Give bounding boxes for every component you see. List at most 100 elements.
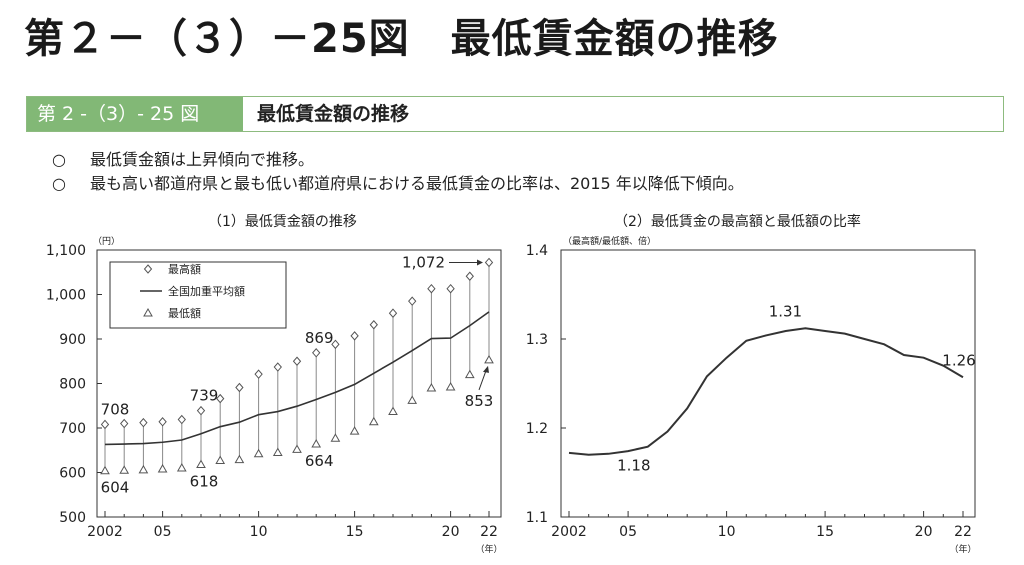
y-tick-label: 800 bbox=[59, 377, 86, 393]
series-point-max bbox=[446, 283, 455, 294]
series-point-max bbox=[292, 356, 302, 367]
data-label: 1.31 bbox=[769, 302, 802, 320]
data-label: 664 bbox=[305, 452, 334, 470]
page-title: 第２－（３）－25図 最低賃金額の推移 bbox=[24, 16, 779, 62]
x-tick-label: 2002 bbox=[551, 524, 587, 540]
series-point-max bbox=[465, 271, 474, 282]
data-label: 853 bbox=[465, 392, 494, 410]
chart2-title: （2）最低賃金の最高額と最低額の比率 bbox=[614, 214, 861, 230]
x-tick-label: 15 bbox=[346, 524, 364, 540]
series-point-max bbox=[120, 418, 129, 429]
y-tick-label: 500 bbox=[59, 510, 86, 526]
legend-box bbox=[109, 261, 287, 329]
x-tick-label: 05 bbox=[619, 524, 637, 540]
series-point-min bbox=[234, 454, 245, 464]
legend-triangle-icon bbox=[143, 307, 153, 317]
series-point-max bbox=[235, 382, 244, 393]
bullet-item: ○ 最も高い都道府県と最も低い都道府県における最低賃金の比率は、2015 年以降… bbox=[52, 172, 1012, 196]
data-label: 604 bbox=[101, 479, 130, 497]
bullet-circle-icon: ○ bbox=[52, 174, 66, 193]
series-point-max bbox=[427, 283, 436, 294]
chart1-title: （1）最低賃金額の推移 bbox=[208, 214, 357, 230]
y-tick-label: 600 bbox=[59, 466, 86, 482]
bullet-text: 最も高い都道府県と最も低い都道府県における最低賃金の比率は、2015 年以降低下… bbox=[90, 174, 744, 193]
data-label: 618 bbox=[190, 472, 219, 490]
series-point-min bbox=[388, 406, 398, 416]
series-point-max bbox=[350, 331, 359, 341]
y-tick-label: 1.2 bbox=[526, 421, 548, 437]
data-label: 739 bbox=[190, 387, 219, 405]
series-point-max bbox=[369, 320, 378, 330]
series-point-min bbox=[215, 455, 226, 464]
x-tick-label: 05 bbox=[154, 524, 172, 540]
x-tick-label: 10 bbox=[250, 524, 268, 540]
arrowhead-icon bbox=[483, 365, 489, 373]
series-point-max bbox=[273, 362, 282, 372]
y-tick-label: 1,000 bbox=[46, 288, 86, 304]
series-point-min bbox=[349, 426, 360, 435]
series-point-max bbox=[196, 405, 206, 416]
y-tick-label: 1,100 bbox=[46, 243, 86, 259]
y-tick-label: 1.3 bbox=[526, 332, 548, 348]
series-point-min bbox=[292, 444, 302, 453]
y-axis-unit: （円） bbox=[93, 236, 120, 247]
series-point-min bbox=[272, 447, 283, 456]
series-point-max bbox=[408, 296, 417, 306]
y-tick-label: 1.1 bbox=[526, 510, 548, 526]
series-point-max bbox=[139, 417, 148, 428]
bullet-item: ○ 最低賃金額は上昇傾向で推移。 bbox=[52, 148, 1012, 172]
series-point-max bbox=[158, 417, 167, 427]
series-point-max bbox=[331, 339, 340, 350]
figure-title: 最低賃金額の推移 bbox=[257, 103, 410, 125]
series-point-min bbox=[368, 416, 379, 426]
summary-bullets: ○ 最低賃金額は上昇傾向で推移。 ○ 最も高い都道府県と最も低い都道府県における… bbox=[52, 148, 1012, 196]
x-tick-label: 20 bbox=[915, 524, 933, 540]
legend-label-average: 全国加重平均額 bbox=[168, 284, 245, 298]
series-point-max bbox=[177, 414, 186, 425]
series-point-max bbox=[216, 393, 225, 404]
series-point-min bbox=[253, 448, 264, 458]
series-point-min bbox=[176, 463, 187, 472]
data-label: 1.26 bbox=[942, 351, 975, 369]
series-point-min bbox=[330, 433, 341, 442]
data-label: 1.18 bbox=[617, 457, 650, 475]
y-tick-label: 900 bbox=[59, 332, 86, 348]
x-tick-label: 15 bbox=[816, 524, 834, 540]
x-tick-label: 2002 bbox=[87, 524, 123, 540]
series-point-min bbox=[311, 439, 322, 448]
legend-diamond-icon bbox=[143, 264, 153, 274]
y-axis-unit: （最高額/最低額、倍） bbox=[563, 235, 656, 247]
series-point-max bbox=[312, 348, 321, 358]
x-tick-label: 20 bbox=[442, 524, 460, 540]
x-tick-label: 22 bbox=[480, 524, 498, 540]
series-point-min bbox=[119, 465, 130, 474]
series-point-min bbox=[445, 382, 456, 391]
series-point-min bbox=[464, 369, 475, 379]
legend-label-max: 最高額 bbox=[168, 262, 201, 276]
y-tick-label: 1.4 bbox=[526, 243, 548, 259]
data-label: 708 bbox=[101, 400, 130, 418]
series-point-max bbox=[388, 308, 398, 318]
x-axis-unit: （年） bbox=[475, 543, 502, 555]
plot-frame bbox=[560, 249, 976, 518]
x-tick-label: 10 bbox=[718, 524, 736, 540]
figure-header-band: 第 2 -（3）- 25 図 最低賃金額の推移 bbox=[26, 96, 1004, 132]
series-line-ratio bbox=[568, 327, 964, 456]
bullet-text: 最低賃金額は上昇傾向で推移。 bbox=[90, 150, 315, 169]
series-point-min bbox=[138, 464, 149, 474]
series-point-min bbox=[407, 395, 418, 404]
x-axis-unit: （年） bbox=[949, 543, 976, 555]
series-point-min bbox=[426, 382, 437, 392]
legend-label-min: 最低額 bbox=[168, 307, 201, 320]
arrowhead-icon bbox=[477, 259, 483, 266]
bullet-circle-icon: ○ bbox=[52, 150, 66, 169]
data-label: 869 bbox=[305, 329, 334, 347]
series-point-max bbox=[254, 369, 263, 379]
series-point-max bbox=[100, 419, 110, 430]
x-tick-label: 22 bbox=[954, 524, 972, 540]
figure-number-tag: 第 2 -（3）- 25 図 bbox=[27, 97, 243, 131]
series-point-min bbox=[484, 354, 494, 364]
series-line-average bbox=[104, 311, 490, 446]
series-point-min bbox=[157, 463, 168, 473]
